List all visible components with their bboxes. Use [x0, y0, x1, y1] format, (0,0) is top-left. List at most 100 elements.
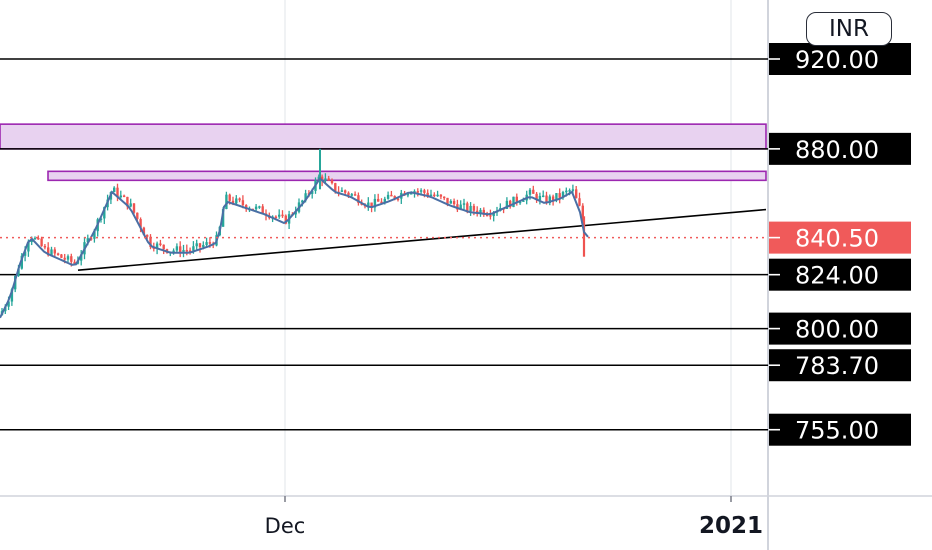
candle-body — [261, 206, 264, 214]
x-tick-dec: Dec — [265, 514, 306, 538]
candle-body — [443, 196, 446, 199]
candle-body — [198, 243, 202, 248]
candle-body — [334, 183, 337, 192]
candle-body — [459, 204, 462, 210]
candle-body — [446, 197, 449, 204]
candle-body — [380, 201, 383, 204]
candle-body — [449, 201, 452, 204]
candle-body — [175, 246, 179, 251]
candle-body — [221, 209, 225, 227]
candle-body — [469, 205, 472, 212]
candle-body — [505, 200, 509, 209]
price-label-text: 840.50 — [795, 225, 879, 253]
currency-badge[interactable]: INR — [806, 12, 892, 46]
candle-body — [353, 194, 357, 196]
candle-body — [396, 198, 400, 200]
candle-body — [274, 216, 278, 219]
price-label-text: 920.00 — [795, 46, 879, 74]
candle-body — [462, 203, 466, 205]
candle-body — [568, 190, 571, 192]
candle-body — [373, 198, 377, 208]
candle-body — [10, 289, 14, 302]
candle-body — [172, 250, 175, 253]
candle-body — [33, 237, 37, 240]
candle-body — [472, 205, 476, 211]
candle-body — [327, 178, 330, 181]
candle-body — [208, 242, 212, 244]
candle-body — [63, 257, 66, 260]
candle-body — [320, 176, 324, 181]
candle-body — [162, 244, 165, 250]
candle-body — [122, 195, 126, 198]
candle-body — [367, 202, 370, 206]
candle-body — [419, 190, 423, 192]
price-label: 824.00 — [769, 258, 911, 291]
candle-body — [357, 195, 360, 204]
candle-body — [284, 215, 287, 224]
candle-body — [545, 195, 548, 204]
candle-body — [548, 196, 551, 204]
candle-body — [515, 196, 518, 203]
candle-body — [126, 196, 129, 207]
candle-body — [479, 209, 482, 214]
price-label-bg — [769, 413, 911, 446]
price-label-text: 783.70 — [795, 352, 879, 380]
candle-body — [542, 195, 545, 198]
candle-body — [119, 195, 122, 198]
price-label: 840.50 — [769, 221, 911, 254]
candle-body — [179, 246, 182, 254]
candle-body — [439, 194, 443, 197]
candle-body — [347, 192, 350, 196]
candle-body — [565, 190, 568, 193]
candle-body — [426, 192, 429, 196]
candle-body — [575, 189, 578, 199]
price-label-bg — [769, 258, 911, 291]
candle-body — [23, 251, 27, 256]
candle-body — [225, 194, 228, 210]
candle-body — [202, 244, 205, 248]
candle-body — [294, 211, 297, 215]
candle-body — [149, 236, 152, 247]
candle-body — [86, 238, 89, 243]
candle-body — [258, 206, 261, 208]
candle-body — [103, 207, 106, 219]
candle-body — [330, 180, 334, 184]
candle-body — [532, 189, 535, 194]
candle-body — [37, 237, 40, 240]
candle-body — [113, 187, 116, 193]
x-tick-2021: 2021 — [699, 513, 763, 539]
candle-body — [228, 194, 231, 201]
candle-body — [159, 243, 162, 245]
candle-body — [188, 250, 192, 252]
price-label-bg — [769, 349, 911, 382]
candle-body — [482, 209, 485, 215]
price-label: 920.00 — [769, 43, 911, 75]
price-label: 783.70 — [769, 349, 911, 382]
candle-body — [410, 193, 413, 195]
candle-body — [456, 204, 459, 210]
candle-body — [192, 246, 195, 251]
candle-body — [433, 194, 436, 197]
candle-body — [60, 254, 63, 258]
candle-body — [80, 254, 83, 261]
candle-body — [139, 219, 142, 228]
price-label-text: 880.00 — [795, 136, 879, 164]
resistance-zone — [47, 170, 767, 182]
candle-body — [429, 194, 433, 197]
candle-body — [56, 253, 60, 255]
candle-body — [538, 195, 542, 201]
candle-body — [238, 198, 241, 201]
price-label: 800.00 — [769, 312, 911, 345]
candle-body — [93, 231, 96, 239]
price-label-text: 755.00 — [795, 417, 879, 445]
candle-body — [551, 196, 555, 201]
candle-body — [155, 243, 159, 249]
candle-body — [535, 193, 538, 201]
trendline — [77, 208, 767, 271]
price-label-bg — [769, 43, 911, 75]
candle-body — [423, 190, 426, 193]
candle-body — [466, 203, 469, 212]
candle-body — [406, 193, 410, 196]
candle-body — [205, 242, 208, 245]
